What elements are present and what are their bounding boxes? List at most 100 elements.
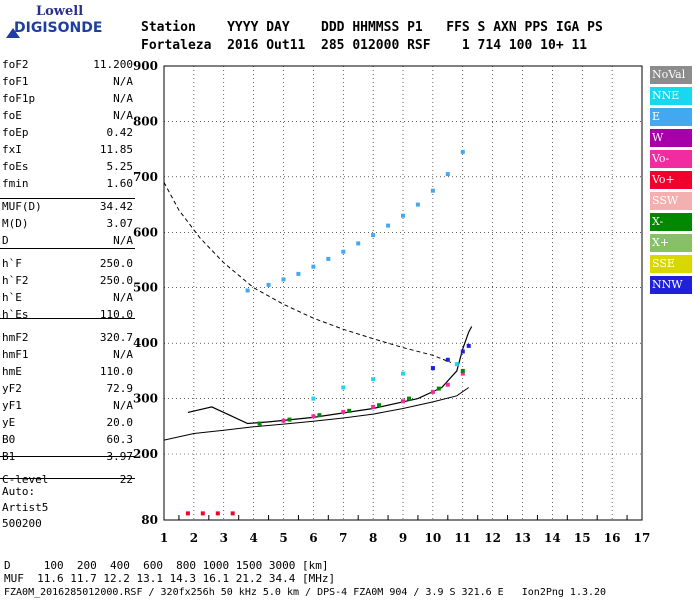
legend-item-nnw: NNW	[650, 276, 692, 294]
param-value: 11.85	[99, 143, 133, 156]
param-label: fmin	[2, 177, 29, 190]
data-point-x-	[436, 386, 441, 391]
param-row: hmF2 320.7	[0, 329, 135, 346]
param-row: hmE 110.0	[0, 363, 135, 380]
model-dashed-curve	[163, 182, 451, 363]
param-label: yE	[2, 416, 16, 429]
x-tick-label: 1	[160, 531, 168, 545]
auto-label: Auto:	[2, 485, 36, 498]
data-point-e	[296, 271, 301, 276]
legend-item-ssw: SSW	[650, 192, 692, 210]
legend-item-e: E	[650, 108, 692, 126]
data-point-vo-	[311, 414, 316, 419]
data-point-vo-	[215, 511, 220, 516]
param-label: M(D)	[2, 217, 29, 230]
param-row: M(D) 3.07	[0, 215, 135, 232]
y-tick-label: 80	[141, 513, 158, 527]
param-label: foEs	[2, 160, 29, 173]
data-point-e	[311, 264, 316, 269]
separator	[0, 318, 135, 319]
param-row: MUF(D) 34.42	[0, 198, 135, 215]
data-point-e	[281, 277, 286, 282]
footer-file-info: FZA0M_2016285012000.RSF / 320fx256h 50 k…	[4, 587, 607, 598]
data-point-vo-	[281, 418, 286, 423]
data-point-x-	[287, 417, 292, 422]
param-row: B0 60.3	[0, 431, 135, 448]
param-row: D N/A	[0, 232, 135, 249]
data-point-e	[341, 249, 346, 254]
y-tick-label: 700	[133, 170, 158, 184]
data-point-vo-	[371, 404, 376, 409]
data-point-x-	[347, 408, 352, 413]
param-label: foE	[2, 109, 22, 122]
param-value: N/A	[113, 109, 133, 122]
digisonde-logo: Lowell DIGISONDE	[6, 4, 106, 40]
param-row: h`F2 250.0	[0, 272, 135, 289]
legend-item-x-: X+	[650, 234, 692, 252]
param-label: foF1	[2, 75, 29, 88]
logo-triangle-icon	[6, 28, 20, 38]
data-point-e	[356, 241, 361, 246]
x-tick-label: 8	[369, 531, 377, 545]
data-point-e	[415, 202, 420, 207]
data-point-vo-	[185, 511, 190, 516]
model-profile-curve	[163, 387, 469, 441]
param-value: 110.0	[99, 365, 133, 378]
x-tick-label: 13	[514, 531, 531, 545]
footer-muf: MUF 11.6 11.7 12.2 13.1 14.3 16.1 21.2 3…	[4, 572, 336, 585]
x-tick-label: 3	[220, 531, 228, 545]
param-value: 5.25	[106, 160, 134, 173]
param-value: 72.9	[106, 382, 134, 395]
data-point-e	[386, 223, 391, 228]
x-tick-label: 5	[279, 531, 287, 545]
data-point-vo-	[445, 382, 450, 387]
legend-item-w: W	[650, 129, 692, 147]
data-point-x-	[257, 421, 262, 426]
x-tick-label: 15	[574, 531, 591, 545]
param-value: 11.200	[93, 58, 133, 71]
legend: NoVal NNE E W Vo- Vo+ SSW X- X+ SSE NNW	[650, 66, 692, 297]
param-group-5: C-level 22	[0, 471, 135, 488]
separator	[0, 456, 135, 457]
param-label: foEp	[2, 126, 29, 139]
param-row: foF2 11.200	[0, 56, 135, 73]
param-row: h`Es 110.0	[0, 306, 135, 323]
data-point-e	[371, 233, 376, 238]
param-value: N/A	[113, 92, 133, 105]
param-value: 0.42	[106, 126, 134, 139]
y-tick-label: 400	[133, 336, 158, 350]
separator	[0, 248, 135, 249]
param-value: 22	[119, 473, 133, 486]
data-point-nne	[401, 371, 405, 376]
param-row: yF2 72.9	[0, 380, 135, 397]
param-row: h`F 250.0	[0, 255, 135, 272]
y-tick-label: 300	[133, 392, 158, 406]
param-label: foF2	[2, 58, 29, 71]
param-row: yF1 N/A	[0, 397, 135, 414]
y-tick-label: 500	[133, 281, 158, 295]
data-point-e	[245, 288, 250, 293]
y-tick-label: 900	[133, 59, 158, 73]
data-point-nne	[311, 396, 316, 401]
param-label: h`F	[2, 257, 22, 270]
param-row: foF1 N/A	[0, 73, 135, 90]
header-values: Fortaleza 2016 Out11 285 012000 RSF 1 71…	[141, 38, 588, 53]
param-label: yF2	[2, 382, 22, 395]
param-row: foEp 0.42	[0, 124, 135, 141]
data-point-vo-	[401, 399, 405, 404]
param-row: h`E N/A	[0, 289, 135, 306]
data-point-e	[326, 256, 331, 261]
param-group-4: hmF2 320.7 hmF1 N/A hmE 110.0 yF2 72.9 yF1 N/A yE 2…	[0, 329, 135, 465]
x-tick-label: 7	[339, 531, 347, 545]
data-point-x-	[377, 403, 382, 408]
x-tick-label: 6	[309, 531, 317, 545]
header-labels: Station YYYY DAY DDD HHMMSS P1 FFS S AXN…	[141, 20, 603, 35]
x-tick-label: 11	[454, 531, 471, 545]
param-label: C-level	[2, 473, 49, 486]
x-tick-label: 10	[425, 531, 442, 545]
auto-artist: Artist5	[2, 501, 49, 514]
data-point-e	[401, 213, 405, 218]
param-value: N/A	[113, 234, 133, 247]
param-value: N/A	[113, 75, 133, 88]
